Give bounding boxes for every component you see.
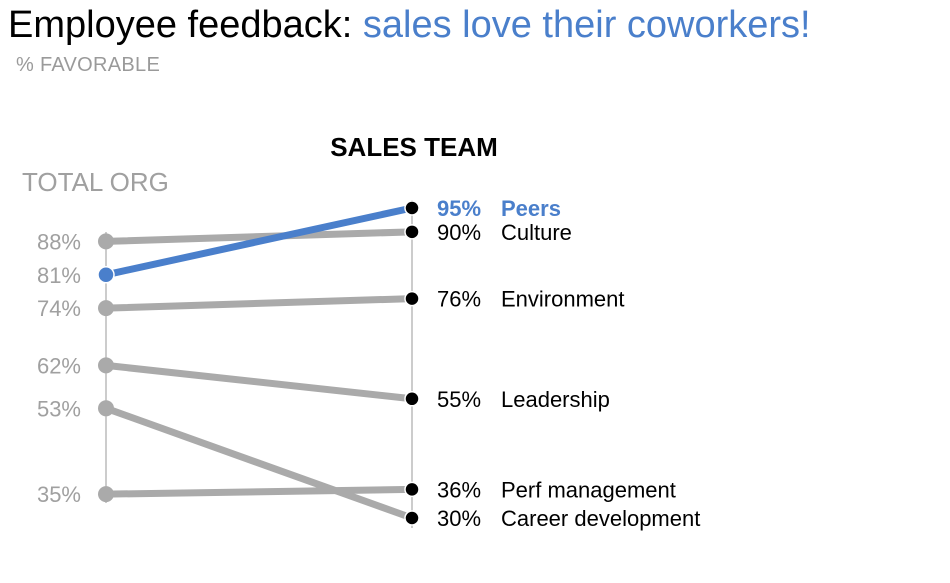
point-left-perf-management xyxy=(98,486,114,503)
line-perf-management xyxy=(102,485,416,498)
left-axis-heading: TOTAL ORG xyxy=(22,167,169,197)
point-left-career-development xyxy=(98,400,114,417)
slope-lines xyxy=(102,204,416,522)
point-right-career-development xyxy=(404,510,420,526)
right-name-perf-management: Perf management xyxy=(501,477,676,502)
right-name-peers: Peers xyxy=(501,196,561,221)
line-culture xyxy=(102,228,416,245)
chart-title: Employee feedback: sales love their cowo… xyxy=(8,2,811,48)
right-name-environment: Environment xyxy=(501,287,625,312)
point-left-leadership xyxy=(98,357,114,374)
title-highlight: sales love their coworkers! xyxy=(362,4,811,46)
point-right-leadership xyxy=(404,391,420,407)
point-right-perf-management xyxy=(404,481,420,498)
left-value-environment: 74% xyxy=(37,296,81,321)
left-value-culture: 88% xyxy=(37,229,81,254)
point-left-environment xyxy=(98,300,114,317)
point-right-environment xyxy=(404,290,420,307)
left-value-leadership: 62% xyxy=(37,353,81,378)
line-leadership xyxy=(102,361,416,403)
point-left-peers xyxy=(97,266,115,284)
line-career-development xyxy=(102,404,416,522)
right-name-culture: Culture xyxy=(501,220,572,245)
chart-subtitle: % FAVORABLE xyxy=(16,54,161,76)
line-peers xyxy=(102,204,416,279)
point-left-culture xyxy=(98,233,114,250)
right-name-leadership: Leadership xyxy=(501,387,610,412)
right-value-leadership: 55% xyxy=(437,387,481,412)
title-main: Employee feedback: xyxy=(8,4,363,46)
right-value-career-development: 30% xyxy=(437,506,481,531)
slope-points xyxy=(97,200,420,526)
left-value-perf-management: 35% xyxy=(37,482,81,507)
right-value-perf-management: 36% xyxy=(437,477,481,502)
right-value-peers: 95% xyxy=(437,196,481,221)
left-value-career-development: 53% xyxy=(37,396,81,421)
line-environment xyxy=(102,295,416,312)
right-value-culture: 90% xyxy=(437,220,481,245)
right-axis-heading: SALES TEAM xyxy=(330,132,498,162)
point-right-culture xyxy=(404,224,420,240)
left-value-peers: 81% xyxy=(37,263,81,288)
slope-labels: 81% 95% Peers 88% 90% Culture 74% 76% Environmen… xyxy=(37,196,700,531)
right-name-career-development: Career development xyxy=(501,506,700,531)
point-right-peers xyxy=(404,200,420,216)
right-value-environment: 76% xyxy=(437,287,481,312)
